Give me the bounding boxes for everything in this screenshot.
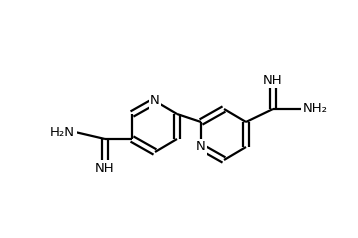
Text: H₂N: H₂N bbox=[50, 125, 75, 139]
Text: NH: NH bbox=[95, 162, 115, 174]
Text: N: N bbox=[196, 140, 206, 154]
Text: NH: NH bbox=[263, 74, 283, 86]
Text: NH₂: NH₂ bbox=[303, 103, 328, 115]
Text: N: N bbox=[150, 94, 160, 108]
